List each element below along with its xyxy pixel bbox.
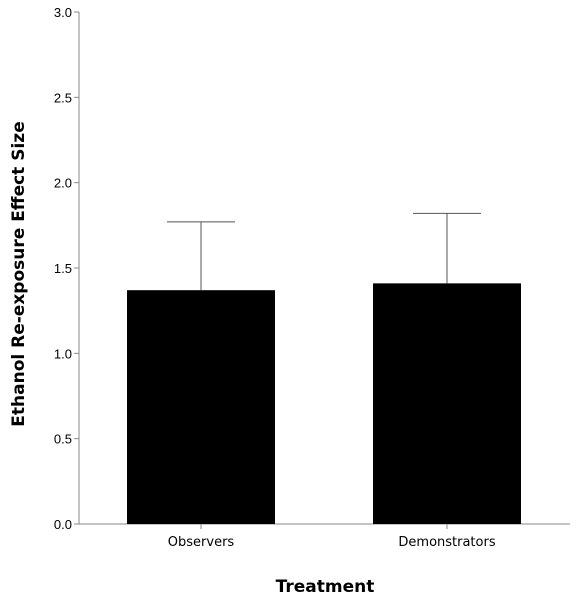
x-axis-tick-labels: Observers Demonstrators [168, 524, 496, 550]
y-tick-label: 1.5 [54, 261, 72, 276]
y-tick-label: 0.5 [54, 432, 72, 447]
bar-demonstrators [373, 283, 521, 524]
bars [127, 212, 521, 524]
y-tick-label: 2.5 [54, 90, 72, 105]
x-tick-label-observers: Observers [168, 535, 235, 550]
x-tick-label-demonstrators: Demonstrators [398, 535, 495, 550]
bar-observers [127, 290, 275, 524]
x-axis-title: Treatment [276, 577, 375, 597]
y-tick-label: 2.0 [54, 176, 72, 191]
y-axis-title: Ethanol Re-exposure Effect Size [9, 121, 29, 426]
y-axis-ticks: 0.0 0.5 1.0 1.5 2.0 2.5 3.0 [54, 5, 79, 532]
y-tick-label: 3.0 [54, 5, 72, 20]
y-tick-label: 1.0 [54, 346, 72, 361]
y-tick-label: 0.0 [54, 517, 72, 532]
